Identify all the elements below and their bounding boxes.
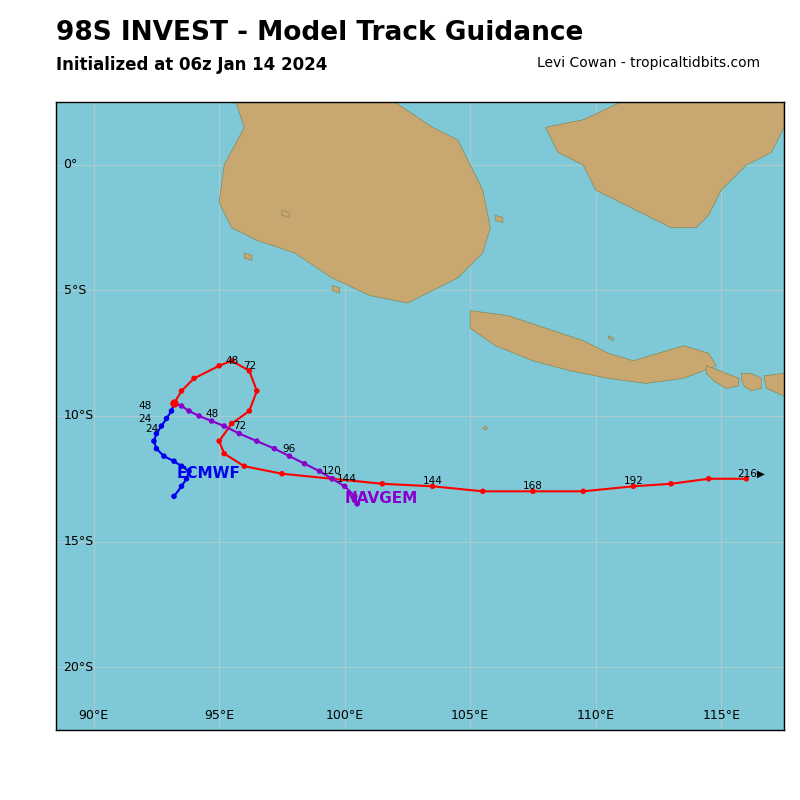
Text: Initialized at 06z Jan 14 2024: Initialized at 06z Jan 14 2024 [56, 56, 327, 74]
Text: 90°E: 90°E [78, 710, 109, 722]
Point [167, 397, 180, 410]
Text: 100°E: 100°E [326, 710, 364, 722]
Polygon shape [764, 374, 800, 403]
Point [150, 442, 163, 455]
Text: 96: 96 [283, 444, 296, 454]
Text: 115°E: 115°E [702, 710, 740, 722]
Point [158, 450, 170, 462]
Polygon shape [495, 215, 503, 222]
Point [206, 414, 218, 427]
Text: 15°S: 15°S [63, 535, 94, 548]
Point [167, 490, 180, 502]
Point [627, 480, 640, 493]
Point [167, 397, 180, 410]
Point [238, 460, 250, 473]
Point [577, 485, 590, 498]
Point [250, 434, 263, 447]
Point [226, 354, 238, 367]
Point [376, 478, 389, 490]
Point [155, 420, 168, 433]
Text: 110°E: 110°E [577, 710, 614, 722]
Text: 72: 72 [242, 361, 256, 371]
Polygon shape [219, 27, 490, 303]
Text: 120: 120 [322, 466, 342, 476]
Text: 216▶: 216▶ [738, 469, 766, 478]
Text: 48: 48 [138, 401, 151, 411]
Polygon shape [742, 374, 762, 391]
Point [298, 458, 311, 470]
Point [175, 460, 188, 473]
Text: 98S INVEST - Model Track Guidance: 98S INVEST - Model Track Guidance [56, 20, 583, 46]
Point [218, 447, 230, 460]
Point [213, 359, 226, 372]
Text: 5°S: 5°S [63, 284, 86, 297]
Point [233, 427, 246, 440]
Text: 192: 192 [623, 476, 643, 486]
Point [175, 480, 188, 493]
Polygon shape [546, 52, 784, 228]
Point [193, 410, 206, 422]
Polygon shape [706, 366, 739, 388]
Point [348, 490, 361, 502]
Point [213, 434, 226, 447]
Polygon shape [608, 336, 614, 341]
Point [180, 472, 193, 485]
Polygon shape [482, 426, 488, 430]
Text: 95°E: 95°E [204, 710, 234, 722]
Point [740, 472, 753, 485]
Text: 144: 144 [422, 476, 442, 486]
Polygon shape [282, 210, 290, 218]
Point [226, 417, 238, 430]
Point [665, 478, 678, 490]
Point [326, 472, 338, 485]
Point [167, 397, 180, 410]
Point [275, 467, 288, 480]
Point [326, 472, 338, 485]
Text: 10°S: 10°S [63, 410, 94, 422]
Point [165, 405, 178, 418]
Point [313, 465, 326, 478]
Text: 72: 72 [233, 421, 246, 431]
Point [182, 465, 195, 478]
Polygon shape [332, 286, 340, 293]
Point [150, 427, 163, 440]
Point [702, 472, 715, 485]
Point [147, 434, 160, 447]
Text: 48: 48 [205, 409, 218, 418]
Polygon shape [244, 253, 252, 260]
Text: 24: 24 [146, 423, 159, 434]
Point [476, 485, 489, 498]
Point [243, 405, 256, 418]
Text: 0°: 0° [63, 158, 78, 171]
Point [338, 480, 351, 493]
Point [175, 385, 188, 398]
Point [351, 498, 364, 510]
Text: 168: 168 [523, 482, 543, 491]
Point [268, 442, 281, 455]
Point [182, 405, 195, 418]
Point [175, 399, 188, 412]
Text: Levi Cowan - tropicaltidbits.com: Levi Cowan - tropicaltidbits.com [537, 56, 760, 70]
Point [526, 485, 539, 498]
Point [283, 450, 296, 462]
Text: ECMWF: ECMWF [177, 466, 240, 482]
Text: 105°E: 105°E [451, 710, 490, 722]
Text: 24: 24 [138, 414, 151, 423]
Point [426, 480, 439, 493]
Polygon shape [470, 310, 716, 383]
Point [250, 385, 263, 398]
Text: NAVGEM: NAVGEM [345, 491, 418, 506]
Point [167, 397, 180, 410]
Point [188, 372, 201, 385]
Point [167, 454, 180, 467]
Point [160, 412, 173, 425]
Text: 48: 48 [225, 356, 238, 366]
Point [243, 365, 256, 378]
Point [218, 420, 230, 433]
Text: 20°S: 20°S [63, 661, 94, 674]
Text: 144: 144 [338, 474, 357, 484]
